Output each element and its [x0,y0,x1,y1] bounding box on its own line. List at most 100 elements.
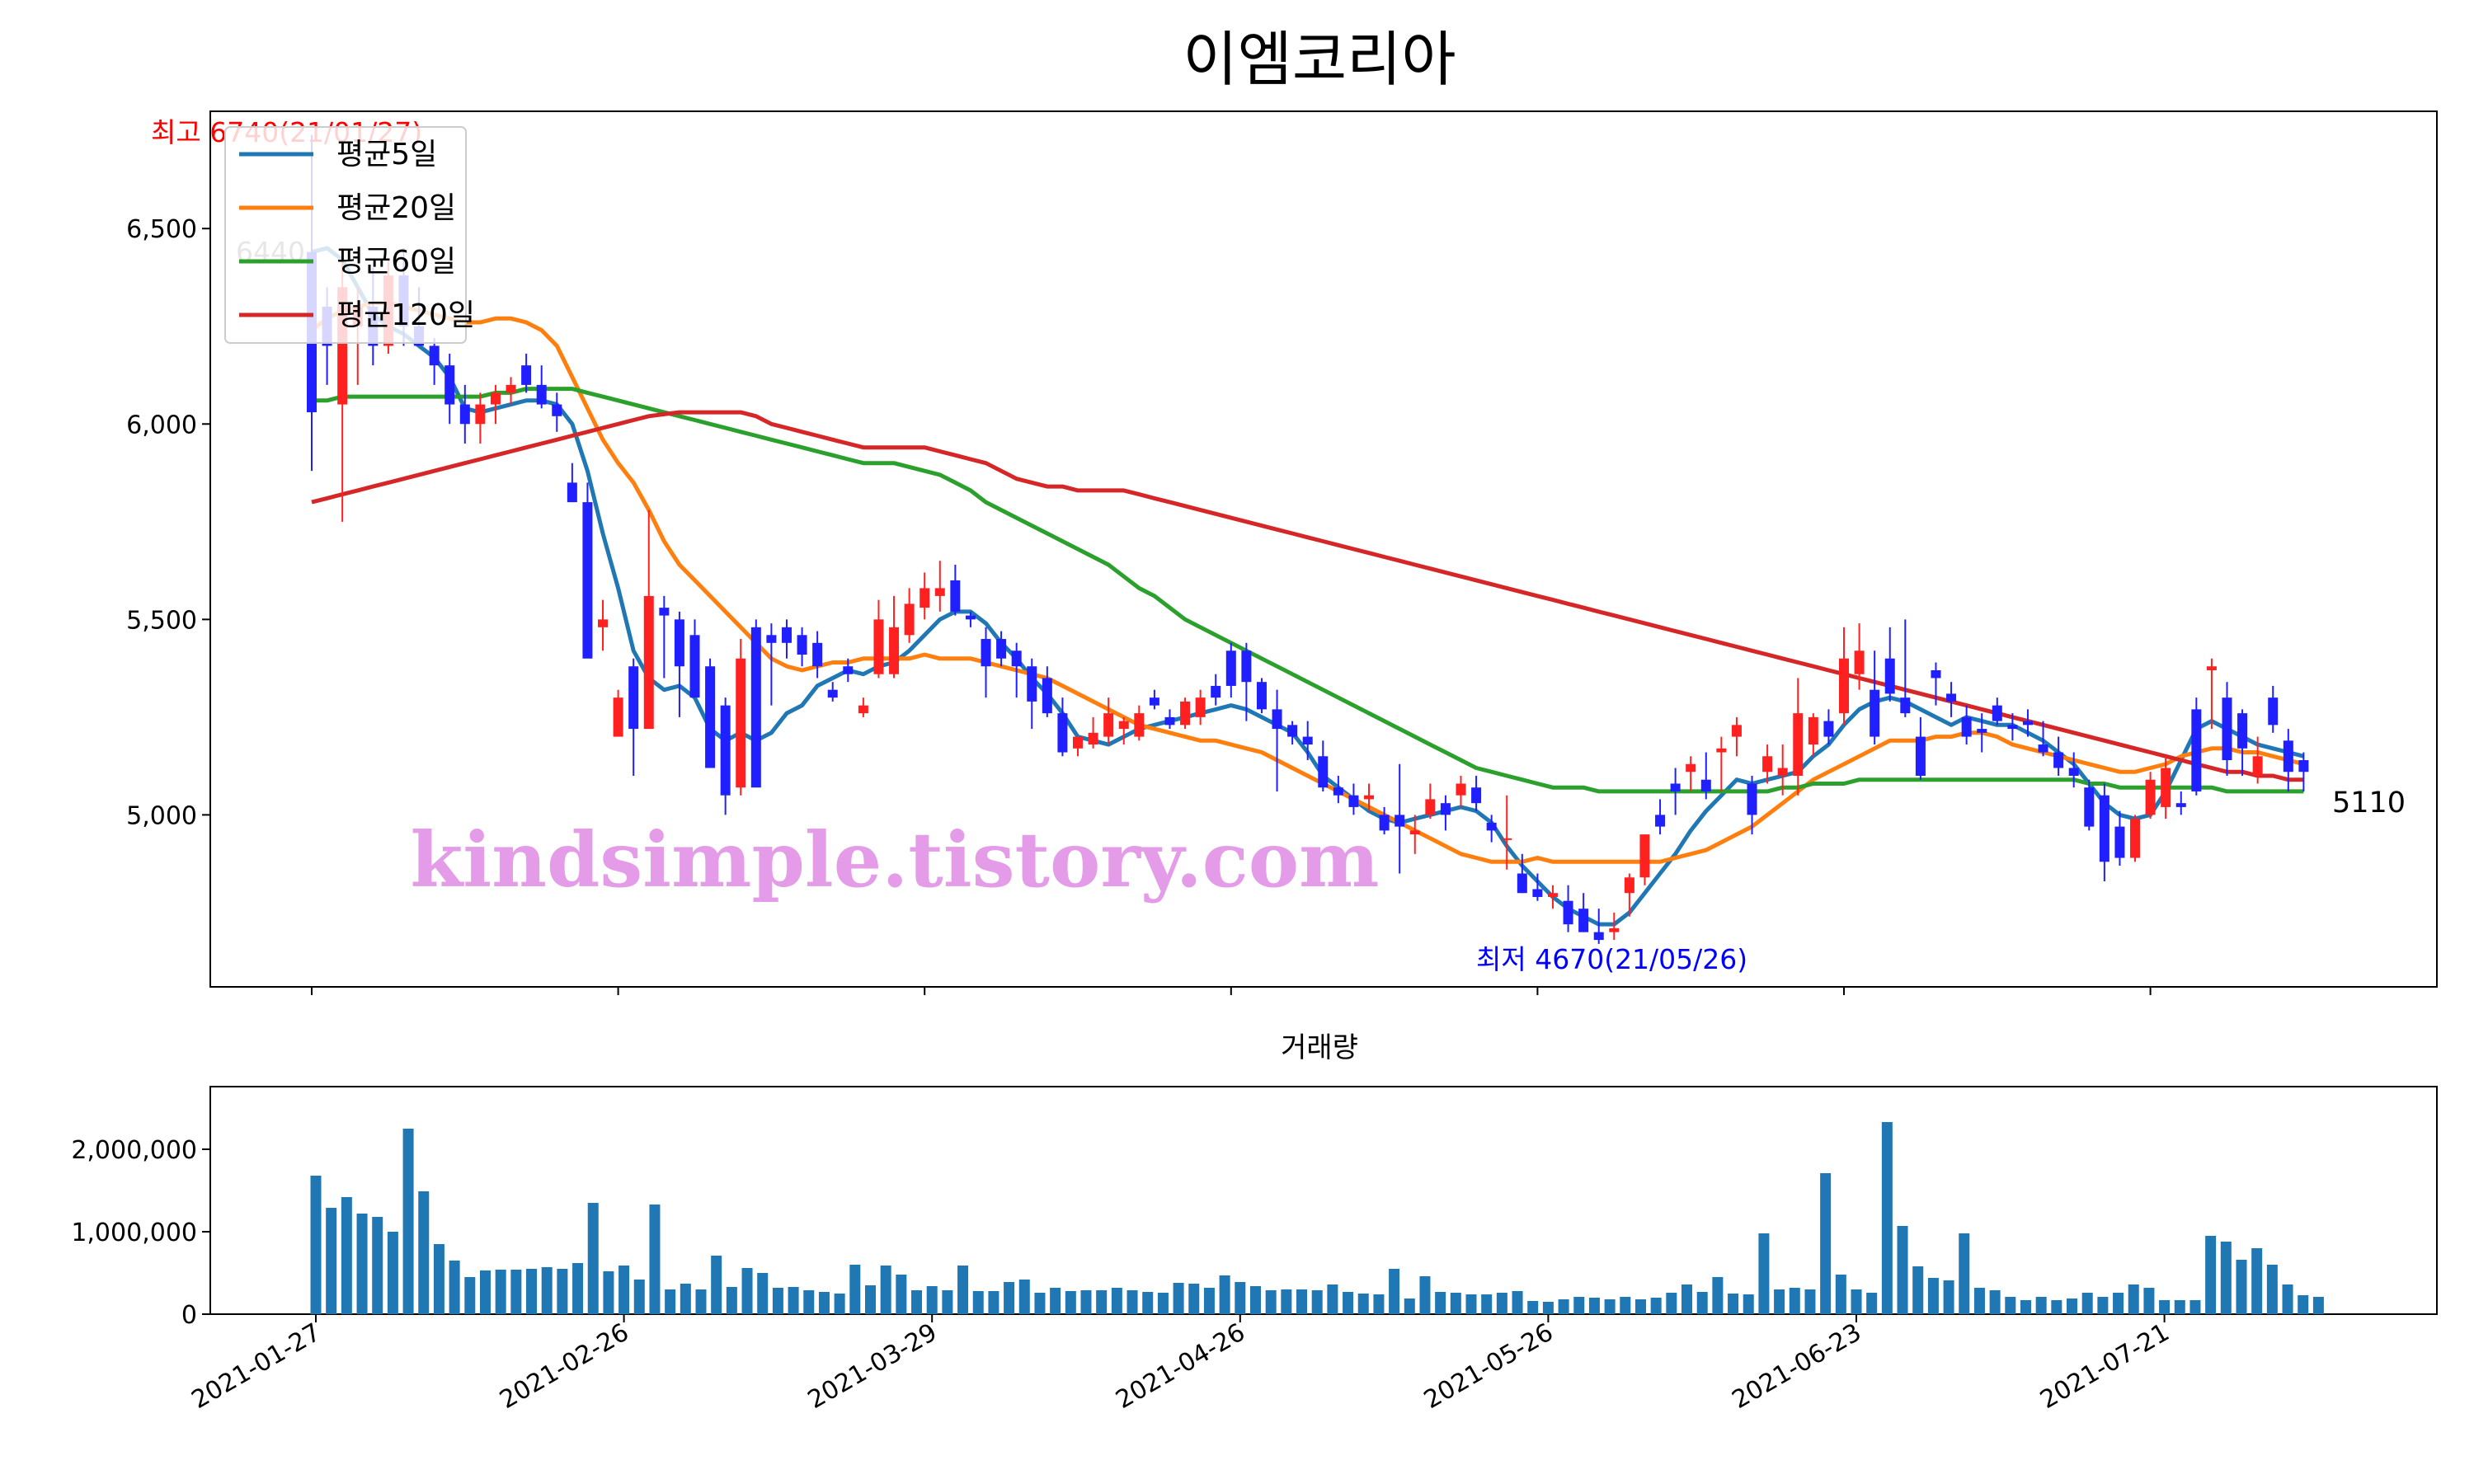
candle [2268,685,2279,733]
volume-bar [1404,1298,1415,1314]
candle [1333,775,1343,804]
candle-body [1134,713,1145,737]
candle-body [1977,729,1987,733]
ma20-line [310,300,2305,864]
candle-body [1456,783,1466,796]
candle-body [1502,838,1512,840]
volume-bar [479,1270,491,1314]
ma60-line [312,387,2304,794]
candle-body [1333,787,1343,796]
volume-bar [2051,1300,2062,1314]
volume-y-tick-label: 0 [181,1301,197,1330]
volume-bar [1096,1290,1108,1314]
volume-bar [587,1203,599,1314]
candle-body [1532,889,1543,897]
candle-body [1180,701,1191,726]
candle [1195,689,1206,726]
candle-body [1103,713,1114,737]
candle [1057,697,1068,757]
candle-body [1547,893,1558,897]
candle [858,697,868,717]
volume-bar [1080,1290,1092,1314]
volume-bar [1111,1288,1122,1314]
volume-bar [1989,1290,2001,1314]
x-tick-label: 2021-01-27 [187,1318,326,1415]
volume-bar [1496,1293,1507,1314]
price-y-tick-label: 6,000 [126,411,197,439]
candle-body [459,404,470,425]
volume-x-axis: 2021-01-27 2021-02-26 2021-03-29 2021-04-26… [187,1314,2175,1415]
volume-bar [2020,1300,2031,1314]
candle-body [1961,716,1972,737]
volume-bar [695,1289,707,1314]
price-x-axis [311,987,2152,995]
candle [781,619,792,659]
candle-body [1563,900,1573,925]
candle-body [1027,666,1037,702]
volume-bar [1604,1299,1616,1314]
legend-ma20-label: 평균20일 [336,191,456,225]
volume-bar [1450,1293,1461,1314]
volume-bar [1681,1284,1693,1314]
candle-body [2191,709,2202,791]
candle [1547,885,1558,909]
volume-bar [803,1290,815,1314]
candle-body [950,580,961,612]
candle-body [1915,736,1926,776]
candle-body [2145,779,2156,815]
candle [1011,642,1022,698]
volume-bar [1573,1297,1585,1314]
candle [1042,666,1052,717]
candle-body [1609,928,1620,932]
x-tick-label: 2021-06-23 [1728,1318,1866,1415]
candle [1302,721,1313,761]
volume-bar [1820,1173,1832,1314]
volume-bar [510,1270,522,1314]
volume-bar [2282,1284,2293,1314]
candle [1609,912,1620,941]
candle-body [2237,713,2248,749]
candle [766,623,777,706]
candle-body [965,615,976,620]
volume-bar [1789,1288,1800,1314]
price-y-axis: 5,000 5,500 6,000 6,500 [126,215,210,830]
candle-body [1272,709,1282,730]
price-panel-frame [209,110,2438,988]
candle-body [2268,697,2279,726]
candle-body [2222,697,2232,761]
candle-body [628,666,639,730]
candle-body [1639,834,1650,878]
volume-bar [1203,1288,1215,1314]
candle-body [827,689,838,698]
candle-body [2114,826,2125,858]
x-tick-label: 2021-04-26 [1111,1318,1249,1415]
volume-bar [2097,1297,2109,1314]
candle [1992,697,2002,726]
x-tick-label: 2021-05-26 [1419,1318,1558,1415]
candle [1118,716,1129,745]
candle [1164,709,1175,730]
candle-body [2038,744,2048,753]
candle-body [674,619,684,667]
volume-bar [433,1244,444,1314]
candle [1578,893,1589,932]
candle-body [2161,768,2171,807]
candle [2206,658,2217,730]
candle [827,682,838,702]
candle [2038,721,2048,757]
volume-bar [2266,1265,2278,1314]
candle [1211,674,1221,706]
candle-body [858,705,868,714]
volume-bar [1527,1301,1539,1314]
volume-y-axis: 0 1,000,000 2,000,000 [71,1136,210,1330]
candle-body [1731,725,1742,737]
candle [750,619,761,788]
volume-title: 거래량 [1281,1031,1358,1064]
candle [1793,678,1804,796]
last-price-annotation: 5110 [2332,787,2406,819]
candle-body [643,595,654,730]
candle [797,627,807,667]
candle-body [1057,713,1068,753]
candle [2175,791,2186,815]
